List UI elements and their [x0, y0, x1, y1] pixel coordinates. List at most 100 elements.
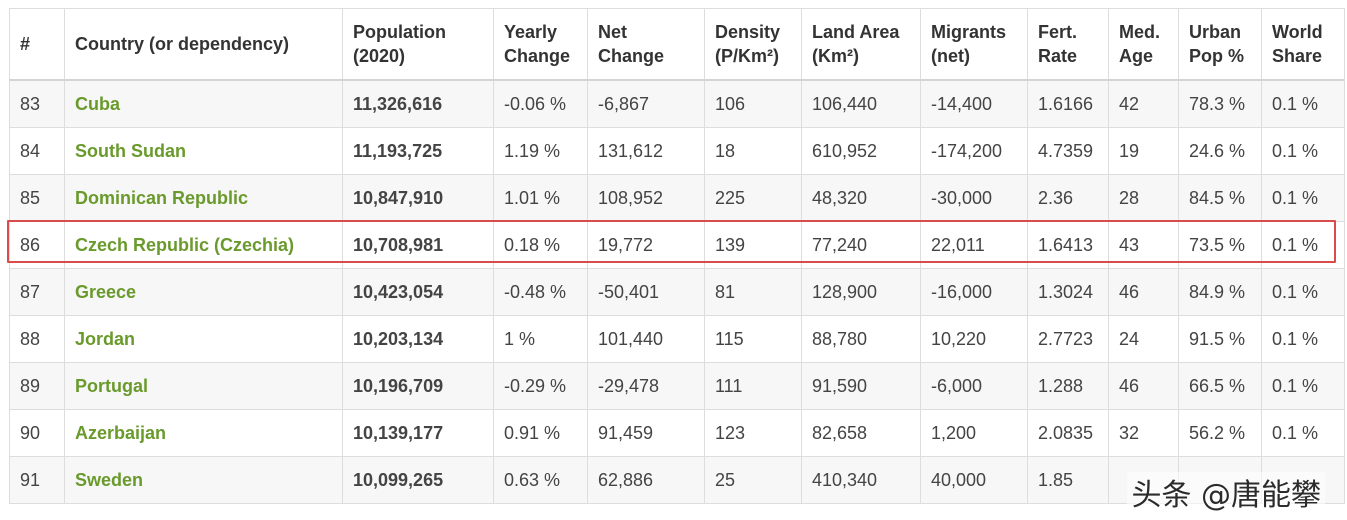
country-link[interactable]: Czech Republic (Czechia)	[75, 234, 295, 255]
table-row: 88 Jordan 10,203,134 1 % 101,440 115 88,780 10,…	[9, 315, 1345, 363]
column-header-med-age[interactable]: Med. Age	[1108, 8, 1179, 81]
country-link[interactable]: Portugal	[75, 375, 149, 396]
header-line-1: Net	[598, 22, 628, 42]
cell-urban-pop: 84.5 %	[1178, 174, 1262, 222]
header-line-1: Yearly	[504, 22, 558, 42]
column-header-population[interactable]: Population (2020)	[342, 8, 494, 81]
column-header-density[interactable]: Density (P/Km²)	[704, 8, 802, 81]
cell-country: Azerbaijan	[64, 409, 343, 457]
cell-country: Jordan	[64, 315, 343, 363]
country-link[interactable]: Jordan	[75, 328, 136, 349]
cell-density: 111	[704, 362, 802, 410]
cell-density: 115	[704, 315, 802, 363]
cell-urban-pop: 66.5 %	[1178, 362, 1262, 410]
cell-fert-rate: 1.3024	[1027, 268, 1109, 316]
country-link[interactable]: Dominican Republic	[75, 187, 249, 208]
cell-land-area: 48,320	[801, 174, 921, 222]
cell-yearly-change: -0.48 %	[493, 268, 588, 316]
table-row: 87 Greece 10,423,054 -0.48 % -50,401 81 128,90…	[9, 268, 1345, 316]
table-body: 83 Cuba 11,326,616 -0.06 % -6,867 106 106,440-…	[9, 79, 1345, 504]
cell-net-change: -50,401	[587, 268, 705, 316]
cell-population: 10,423,054	[342, 268, 494, 316]
cell-land-area: 128,900	[801, 268, 921, 316]
column-header-rank[interactable]: #	[9, 8, 65, 81]
cell-rank: 91	[9, 456, 65, 504]
header-line-1: Population	[353, 22, 446, 42]
cell-net-change: -6,867	[587, 79, 705, 128]
cell-urban-pop: 56.2 %	[1178, 409, 1262, 457]
header-line-1: Med.	[1119, 22, 1161, 42]
cell-migrants: 1,200	[920, 409, 1028, 457]
table-row: 90 Azerbaijan 10,139,177 0.91 % 91,459 123 82,…	[9, 409, 1345, 457]
cell-yearly-change: -0.06 %	[493, 79, 588, 128]
cell-net-change: 62,886	[587, 456, 705, 504]
cell-med-age: 32	[1108, 409, 1179, 457]
cell-world-share: 0.1 %	[1261, 79, 1345, 128]
country-link[interactable]: South Sudan	[75, 140, 186, 161]
cell-population: 10,099,265	[342, 456, 494, 504]
cell-yearly-change: 1.01 %	[493, 174, 588, 222]
cell-country: Portugal	[64, 362, 343, 410]
cell-fert-rate: 2.36	[1027, 174, 1109, 222]
cell-land-area: 91,590	[801, 362, 921, 410]
cell-country: Dominican Republic	[64, 174, 343, 222]
cell-country: Greece	[64, 268, 343, 316]
watermark-text: 头条 @唐能攀	[1127, 472, 1325, 513]
cell-med-age: 19	[1108, 127, 1179, 175]
header-line-2: Pop %	[1189, 46, 1245, 66]
cell-population: 10,196,709	[342, 362, 494, 410]
column-header-land-area[interactable]: Land Area (Km²)	[801, 8, 921, 81]
header-line-2: Rate	[1038, 46, 1078, 66]
cell-land-area: 610,952	[801, 127, 921, 175]
cell-net-change: 19,772	[587, 221, 705, 269]
table-row: 84 South Sudan 11,193,725 1.19 % 131,612 18 61…	[9, 127, 1345, 175]
cell-urban-pop: 78.3 %	[1178, 79, 1262, 128]
cell-world-share: 0.1 %	[1261, 315, 1345, 363]
header-line-2: (P/Km²)	[715, 46, 779, 66]
cell-yearly-change: 0.91 %	[493, 409, 588, 457]
cell-density: 106	[704, 79, 802, 128]
table-row: 83 Cuba 11,326,616 -0.06 % -6,867 106 106,440-…	[9, 79, 1345, 128]
cell-rank: 86	[9, 221, 65, 269]
header-line-1: World	[1272, 22, 1323, 42]
cell-land-area: 77,240	[801, 221, 921, 269]
column-header-world-share[interactable]: World Share	[1261, 8, 1345, 81]
country-link[interactable]: Greece	[75, 281, 137, 302]
cell-rank: 89	[9, 362, 65, 410]
cell-population: 11,193,725	[342, 127, 494, 175]
column-header-country[interactable]: Country (or dependency)	[64, 8, 343, 81]
cell-world-share: 0.1 %	[1261, 127, 1345, 175]
cell-net-change: 108,952	[587, 174, 705, 222]
header-line-1: Fert.	[1038, 22, 1078, 42]
cell-fert-rate: 1.6413	[1027, 221, 1109, 269]
cell-density: 18	[704, 127, 802, 175]
cell-migrants: -16,000	[920, 268, 1028, 316]
country-link[interactable]: Sweden	[75, 469, 144, 490]
header-line-1: Country (or dependency)	[75, 34, 290, 54]
header-line-2: (net)	[931, 46, 970, 66]
cell-rank: 85	[9, 174, 65, 222]
cell-fert-rate: 1.288	[1027, 362, 1109, 410]
column-header-net-change[interactable]: Net Change	[587, 8, 705, 81]
header-line-1: Migrants	[931, 22, 1007, 42]
column-header-migrants[interactable]: Migrants (net)	[920, 8, 1028, 81]
cell-med-age: 46	[1108, 362, 1179, 410]
column-header-urban-pop[interactable]: Urban Pop %	[1178, 8, 1262, 81]
cell-urban-pop: 84.9 %	[1178, 268, 1262, 316]
cell-country: South Sudan	[64, 127, 343, 175]
table-row: 86 Czech Republic (Czechia) 10,708,981 0.18…	[9, 221, 1345, 269]
header-line-2: Age	[1119, 46, 1154, 66]
cell-density: 25	[704, 456, 802, 504]
column-header-fert-rate[interactable]: Fert. Rate	[1027, 8, 1109, 81]
cell-population: 10,847,910	[342, 174, 494, 222]
header-line-1: #	[20, 34, 31, 54]
header-line-1: Density	[715, 22, 781, 42]
country-link[interactable]: Azerbaijan	[75, 422, 167, 443]
column-header-yearly-change[interactable]: Yearly Change	[493, 8, 588, 81]
country-link[interactable]: Cuba	[75, 93, 120, 114]
cell-country: Cuba	[64, 79, 343, 128]
cell-migrants: -6,000	[920, 362, 1028, 410]
cell-net-change: -29,478	[587, 362, 705, 410]
table-row: 85 Dominican Republic 10,847,910 1.01 % 108,…	[9, 174, 1345, 222]
